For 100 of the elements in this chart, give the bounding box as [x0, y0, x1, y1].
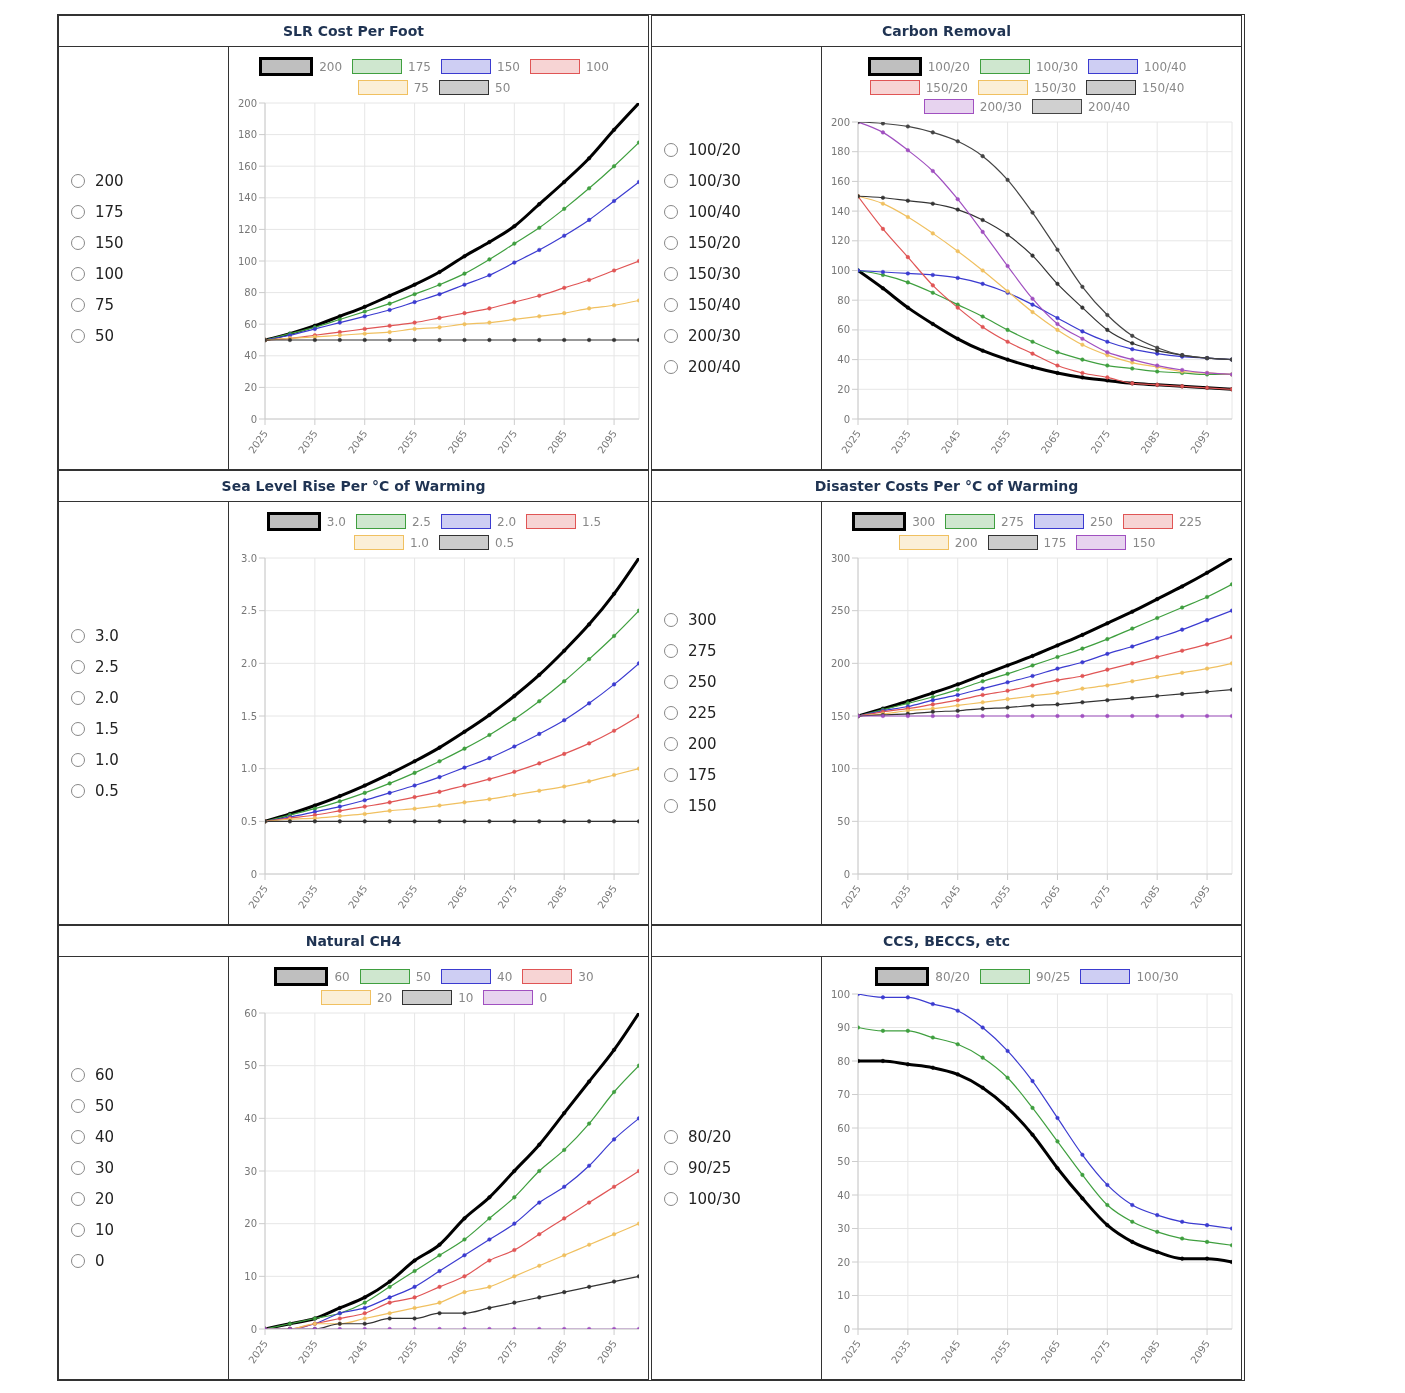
y-tick-label: 40: [837, 354, 850, 366]
y-tick-label: 100: [237, 255, 257, 267]
text: 225: [688, 704, 717, 722]
text: 10: [95, 1221, 115, 1239]
text: 200/30: [688, 326, 741, 345]
legend-label: 225: [1178, 514, 1202, 529]
legend-label: 100: [585, 59, 609, 74]
legend-label: 10: [458, 990, 474, 1005]
y-tick-label: 1.0: [241, 763, 257, 775]
text: 50: [95, 1097, 115, 1115]
y-tick-label: 60: [837, 324, 850, 336]
text: 175: [95, 202, 124, 221]
chart-title: Natural CH4: [59, 926, 648, 957]
legend-label: 200: [954, 535, 978, 550]
y-tick-label: 100: [830, 763, 850, 775]
legend-label: 0: [539, 990, 548, 1005]
legend-label: 200/40: [1088, 99, 1131, 114]
legend-label: 250: [1090, 514, 1113, 529]
chart-title: SLR Cost Per Foot: [59, 16, 648, 47]
legend-label: 50: [495, 80, 511, 95]
text: 30: [95, 1159, 115, 1177]
text: 100/30: [688, 171, 741, 190]
legend-label: 150: [497, 59, 520, 74]
legend-label: 150: [1132, 535, 1156, 550]
text: 40: [95, 1128, 115, 1146]
text: 60: [95, 1066, 115, 1084]
y-tick-label: 40: [837, 1189, 850, 1201]
y-tick-label: 20: [244, 1218, 257, 1230]
text: 100/20: [688, 140, 741, 159]
text: 175: [688, 766, 717, 784]
text: 2.0: [95, 688, 119, 707]
y-tick-label: 30: [244, 1165, 257, 1177]
text: 50: [95, 326, 115, 345]
y-tick-label: 200: [830, 657, 850, 669]
legend-label: 100/40: [1144, 59, 1187, 74]
text: 150/40: [688, 295, 741, 314]
y-tick-label: 40: [244, 1112, 257, 1124]
text: 300: [688, 611, 717, 629]
text: 80/20: [688, 1128, 732, 1146]
y-tick-label: 60: [837, 1122, 850, 1134]
y-tick-label: 0: [843, 413, 850, 425]
legend-label: 75: [413, 80, 429, 95]
y-tick-label: 200: [830, 116, 850, 128]
legend-label: 200/30: [979, 99, 1022, 114]
y-tick-label: 50: [244, 1060, 257, 1072]
text: 200: [688, 735, 717, 753]
legend-label: 0.5: [495, 535, 515, 550]
text: 2.5: [95, 657, 119, 676]
y-tick-label: 140: [237, 192, 257, 204]
y-tick-label: 120: [237, 223, 257, 235]
text: 90/25: [688, 1159, 732, 1177]
text: 200: [95, 171, 124, 190]
legend-label: 1.0: [409, 535, 429, 550]
y-tick-label: 0: [250, 868, 257, 880]
legend-label: 200: [319, 59, 343, 74]
y-tick-label: 140: [830, 205, 850, 217]
text: 0: [95, 1252, 105, 1270]
y-tick-label: 10: [837, 1290, 850, 1302]
y-tick-label: 60: [244, 318, 257, 330]
y-tick-label: 60: [244, 1007, 257, 1019]
text: 150/30: [688, 264, 741, 283]
text: 3.0: [95, 626, 119, 645]
y-tick-label: 2.0: [241, 657, 257, 669]
legend-label: 150/20: [925, 80, 968, 95]
text: 75: [95, 295, 115, 314]
legend-label: 2.5: [411, 514, 431, 529]
y-tick-label: 20: [837, 383, 850, 395]
legend-label: 20: [376, 990, 393, 1005]
text: 150: [95, 233, 124, 252]
legend-label: 60: [334, 969, 350, 984]
y-tick-label: 160: [830, 175, 850, 187]
text: 275: [688, 642, 717, 660]
y-tick-label: 30: [837, 1223, 850, 1235]
text: 200/40: [688, 357, 741, 376]
y-tick-label: 200: [237, 97, 257, 109]
y-tick-label: 100: [830, 265, 850, 277]
y-tick-label: 0: [250, 1323, 257, 1335]
y-tick-label: 0: [843, 1323, 850, 1335]
legend-label: 90/25: [1035, 969, 1071, 984]
y-tick-label: 0.5: [241, 815, 257, 827]
text: 0.5: [95, 781, 119, 800]
text: 100/30: [688, 1190, 741, 1208]
legend-label: 175: [1043, 535, 1067, 550]
y-tick-label: 100: [830, 988, 850, 1000]
text: 20: [95, 1190, 115, 1208]
y-tick-label: 50: [837, 815, 850, 827]
text: 250: [688, 673, 717, 691]
legend-label: 150/30: [1033, 80, 1077, 95]
y-tick-label: 80: [837, 294, 850, 306]
legend-label: 40: [497, 969, 513, 984]
y-tick-label: 90: [837, 1022, 850, 1034]
legend-label: 175: [408, 59, 431, 74]
legend-label: 100/30: [1136, 969, 1179, 984]
legend-label: 300: [912, 514, 936, 529]
y-tick-label: 120: [830, 235, 850, 247]
line-series: [858, 1058, 1232, 1265]
text: 100: [95, 264, 124, 283]
y-tick-label: 180: [830, 146, 850, 158]
chart-title: Sea Level Rise Per °C of Warming: [59, 471, 648, 502]
legend-label: 30: [578, 969, 594, 984]
